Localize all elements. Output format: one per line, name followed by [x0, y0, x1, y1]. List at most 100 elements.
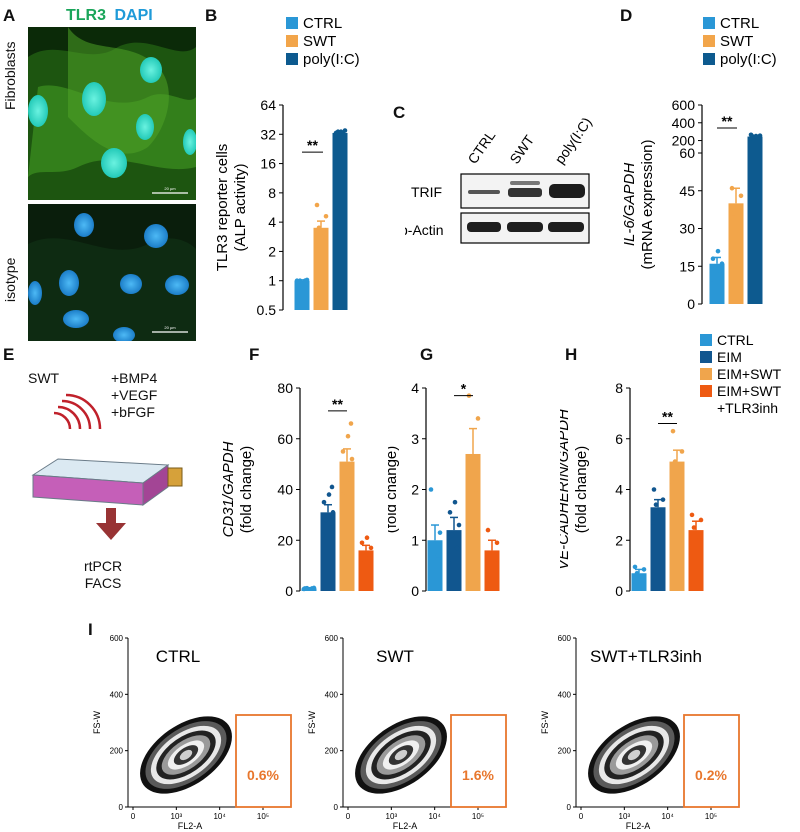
- data-point: [349, 456, 355, 462]
- y-tick-label: 64: [260, 97, 276, 113]
- data-point: [340, 449, 346, 454]
- data-point: [670, 428, 676, 434]
- y-tick-label: 0.5: [257, 302, 277, 318]
- data-point: [712, 266, 718, 272]
- data-point: [316, 225, 322, 231]
- flow-x-tick-label: 10⁵: [705, 812, 717, 821]
- flow-y-tick-label: 400: [325, 690, 339, 699]
- panel-letter-g: G: [420, 345, 434, 364]
- data-point: [485, 527, 491, 533]
- data-point: [446, 560, 452, 566]
- legend-swatch-swt: [286, 35, 298, 47]
- band: [467, 222, 501, 232]
- data-point: [366, 555, 372, 561]
- y-tick-label: 400: [672, 115, 696, 131]
- data-point: [757, 133, 763, 138]
- flow-y-tick-label: 0: [119, 803, 124, 812]
- y-tick-label: 40: [277, 482, 293, 498]
- band: [508, 188, 542, 197]
- microscopy-panel: 20 µm 20 µm: [28, 27, 196, 341]
- data-point: [672, 459, 678, 464]
- panel-letter-i: I: [88, 620, 93, 639]
- data-point: [689, 512, 695, 518]
- panel-letter-c: C: [393, 103, 406, 122]
- data-point: [679, 449, 685, 454]
- legend-swatch-eim-swt: [700, 368, 712, 380]
- legend-label-polyic: poly(I:C): [303, 51, 360, 68]
- flow-x-tick-label: 10⁴: [213, 812, 226, 821]
- y-tick-label: 2: [411, 482, 419, 498]
- y-axis-title: TLR3 reporter cells: [214, 144, 231, 272]
- lane-label-swt: SWT: [506, 132, 537, 167]
- data-point: [321, 230, 327, 236]
- data-point: [728, 258, 734, 264]
- nucleus: [101, 148, 127, 178]
- y-tick-label: 2: [268, 243, 276, 259]
- legend-b: CTRL SWT poly(I:C): [286, 15, 360, 68]
- data-point: [368, 545, 374, 551]
- dapi-title: DAPI: [114, 7, 153, 24]
- data-point: [753, 133, 759, 139]
- data-point: [475, 416, 481, 421]
- nucleus: [82, 82, 106, 116]
- data-point: [323, 213, 329, 219]
- y-tick-label: 4: [615, 482, 623, 498]
- data-point: [361, 550, 367, 556]
- y-tick-label: 15: [679, 258, 695, 274]
- data-point: [427, 560, 433, 566]
- y-tick-label: 45: [679, 183, 695, 199]
- legend-label-swt: SWT: [303, 33, 336, 50]
- shockwave-arcs-icon: [53, 393, 102, 430]
- y-axis-subtitle: (mRNA expression): [639, 139, 656, 269]
- data-point: [428, 487, 434, 492]
- bar: [320, 512, 336, 591]
- gate-box: [683, 714, 740, 808]
- data-point: [677, 466, 683, 472]
- bar: [339, 461, 355, 591]
- data-point: [430, 540, 436, 546]
- y-tick-label: 32: [260, 126, 276, 142]
- flow-density-contour: [355, 716, 447, 794]
- data-point: [320, 532, 326, 538]
- flow-x-axis-title: FL2-A: [393, 821, 418, 830]
- scale-bar-label: 20 µm: [164, 186, 176, 191]
- flow-density-contour: [588, 716, 680, 794]
- band: [549, 184, 585, 198]
- row-label-isotype: isotype: [2, 257, 18, 302]
- data-point: [359, 540, 365, 546]
- legend-label-tlr3inh: +TLR3inh: [717, 400, 778, 416]
- data-point: [631, 578, 637, 584]
- bar: [427, 540, 443, 591]
- y-tick-label: 1: [268, 273, 276, 289]
- flow-x-tick-label: 10³: [619, 812, 631, 821]
- band: [468, 190, 500, 194]
- y-tick-label: 30: [679, 221, 695, 237]
- chart-b: 0.5 1 2 4 8 16 32 64 TLR3 reporter cells (ALP act…: [214, 97, 348, 318]
- y-tick-label: 200: [672, 133, 696, 149]
- lane-label-ctrl: CTRL: [464, 127, 498, 166]
- chart-g: 01234VEGFR2/GAPDH(fold change)*: [388, 380, 500, 598]
- data-point: [696, 537, 702, 543]
- data-point: [311, 585, 317, 591]
- flow-title: CTRL: [156, 647, 200, 666]
- flow-y-tick-label: 400: [110, 690, 124, 699]
- y-tick-label: 4: [268, 214, 276, 230]
- bar: [728, 203, 744, 304]
- y-tick-label: 20: [277, 532, 293, 548]
- y-tick-label: 600: [672, 97, 696, 113]
- data-point: [333, 130, 339, 136]
- gate-percentage: 1.6%: [462, 767, 494, 783]
- flow-plot-ctrl: 0 200 400 600 0 10³ 10⁴ 10⁵ FS-W FL2-A CTRL 0.6%: [92, 634, 292, 830]
- y-tick-label: 6: [615, 431, 623, 447]
- contour-ring: [627, 749, 641, 761]
- data-point: [345, 433, 351, 439]
- data-point: [634, 570, 640, 576]
- schematic-e: [31, 393, 183, 540]
- data-point: [669, 479, 675, 485]
- flow-x-tick-label: 10⁴: [428, 812, 441, 821]
- nucleus: [28, 281, 42, 305]
- nucleus: [63, 310, 89, 328]
- flow-y-axis-title: FS-W: [540, 711, 550, 734]
- data-point: [639, 574, 645, 580]
